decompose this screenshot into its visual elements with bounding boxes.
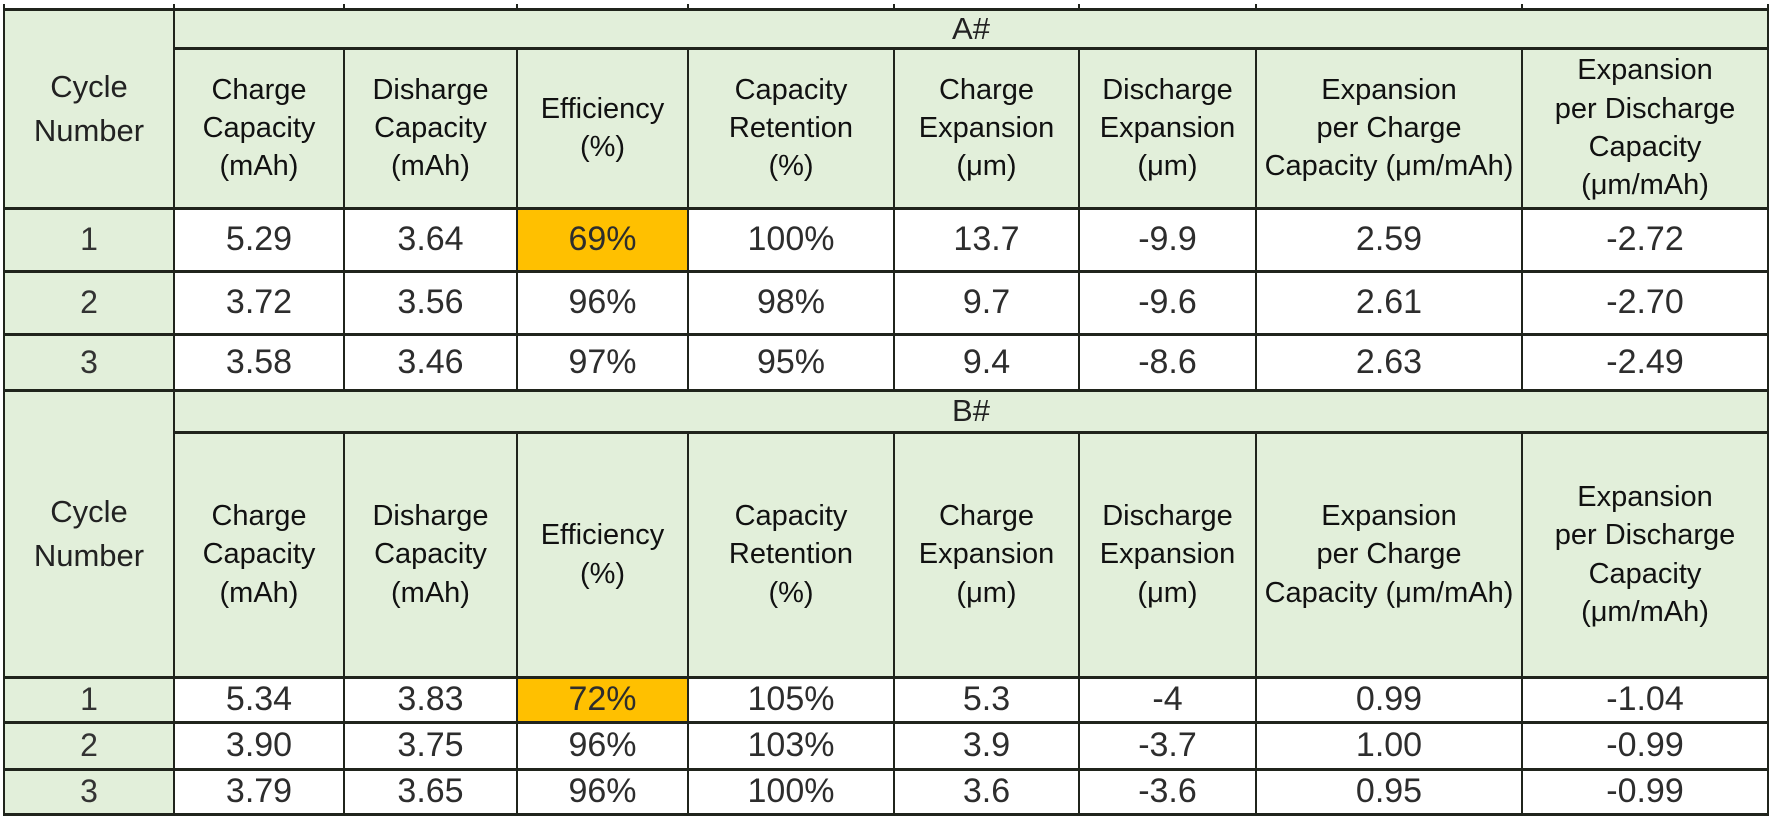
header-efficiency-a: Efficiency (%): [516, 46, 689, 210]
clipped-row-top: [3, 4, 1769, 9]
discharge-expansion-cell: -3.6: [1078, 767, 1257, 816]
expansion-per-discharge-cell: -2.72: [1521, 206, 1769, 273]
clipped-cell: [1521, 4, 1769, 9]
header-capacity-retention-a: Capacity Retention (%): [687, 46, 895, 210]
charge-expansion-cell: 9.7: [893, 269, 1080, 336]
efficiency-cell: 96%: [516, 720, 689, 771]
header-discharge-expansion-a: Discharge Expansion (μm): [1078, 46, 1257, 210]
spreadsheet-area: Cycle Number A# Charge Capacity (mAh) Di…: [3, 4, 1769, 816]
charge-capacity-cell: 5.34: [173, 675, 345, 724]
expansion-per-charge-cell: 2.59: [1255, 206, 1523, 273]
expansion-per-charge-cell: 0.99: [1255, 675, 1523, 724]
discharge-capacity-cell: 3.83: [343, 675, 518, 724]
cycle-number-cell: 3: [3, 332, 175, 392]
efficiency-cell-highlighted: 69%: [516, 206, 689, 273]
discharge-expansion-cell: -9.6: [1078, 269, 1257, 336]
capacity-retention-cell: 100%: [687, 206, 895, 273]
cycle-number-cell: 2: [3, 720, 175, 771]
charge-capacity-cell: 5.29: [173, 206, 345, 273]
table-row: 2 3.72 3.56 96% 98% 9.7 -9.6 2.61 -2.70: [3, 269, 1769, 336]
capacity-retention-cell: 98%: [687, 269, 895, 336]
section-b-title-row: Cycle Number B#: [3, 388, 1769, 678]
header-expansion-per-charge-a: Expansion per Charge Capacity (μm/mAh): [1255, 46, 1523, 210]
capacity-retention-cell: 100%: [687, 767, 895, 816]
section-a-header-row: Charge Capacity (mAh) Disharge Capacity …: [4, 46, 1769, 210]
cycle-number-cell: 2: [3, 269, 175, 336]
expansion-per-discharge-cell: -2.49: [1521, 332, 1769, 392]
cycle-number-header-a: Cycle Number: [3, 7, 175, 209]
table-row: 2 3.90 3.75 96% 103% 3.9 -3.7 1.00 -0.99: [3, 720, 1769, 771]
charge-capacity-cell: 3.58: [173, 332, 345, 392]
header-expansion-per-discharge-b: Expansion per Discharge Capacity (μm/mAh…: [1521, 430, 1769, 679]
capacity-retention-cell: 103%: [687, 720, 895, 771]
clipped-cell: [3, 4, 175, 9]
charge-capacity-cell: 3.90: [173, 720, 345, 771]
discharge-capacity-cell: 3.46: [343, 332, 518, 392]
discharge-capacity-cell: 3.64: [343, 206, 518, 273]
efficiency-cell: 96%: [516, 269, 689, 336]
section-a-title: A#: [173, 7, 1769, 49]
discharge-expansion-cell: -8.6: [1078, 332, 1257, 392]
table-row: 3 3.58 3.46 97% 95% 9.4 -8.6 2.63 -2.49: [3, 332, 1769, 392]
header-expansion-per-discharge-a: Expansion per Discharge Capacity (μm/mAh…: [1521, 46, 1769, 210]
efficiency-cell-highlighted: 72%: [516, 675, 689, 724]
cycle-number-cell: 3: [3, 767, 175, 816]
discharge-capacity-cell: 3.75: [343, 720, 518, 771]
discharge-capacity-cell: 3.56: [343, 269, 518, 336]
header-discharge-capacity-a: Disharge Capacity (mAh): [343, 46, 518, 210]
header-charge-expansion-b: Charge Expansion (μm): [893, 430, 1080, 679]
expansion-per-discharge-cell: -1.04: [1521, 675, 1769, 724]
charge-capacity-cell: 3.72: [173, 269, 345, 336]
clipped-cell: [1255, 4, 1523, 9]
charge-expansion-cell: 9.4: [893, 332, 1080, 392]
clipped-cell: [1078, 4, 1257, 9]
table-row: 3 3.79 3.65 96% 100% 3.6 -3.6 0.95 -0.99: [3, 767, 1769, 816]
efficiency-cell: 96%: [516, 767, 689, 816]
expansion-per-discharge-cell: -0.99: [1521, 720, 1769, 771]
section-b-header-row: Charge Capacity (mAh) Disharge Capacity …: [4, 430, 1769, 679]
battery-cycle-table: Cycle Number A# Charge Capacity (mAh) Di…: [3, 4, 1769, 816]
clipped-cell: [173, 4, 345, 9]
header-charge-capacity-b: Charge Capacity (mAh): [173, 430, 345, 679]
charge-capacity-cell: 3.79: [173, 767, 345, 816]
discharge-capacity-cell: 3.65: [343, 767, 518, 816]
charge-expansion-cell: 3.9: [893, 720, 1080, 771]
capacity-retention-cell: 105%: [687, 675, 895, 724]
table-row: 1 5.29 3.64 69% 100% 13.7 -9.9 2.59 -2.7…: [3, 206, 1769, 273]
header-discharge-expansion-b: Discharge Expansion (μm): [1078, 430, 1257, 679]
cycle-number-cell: 1: [3, 206, 175, 273]
header-capacity-retention-b: Capacity Retention (%): [687, 430, 895, 679]
table-row: 1 5.34 3.83 72% 105% 5.3 -4 0.99 -1.04: [3, 675, 1769, 724]
expansion-per-discharge-cell: -2.70: [1521, 269, 1769, 336]
expansion-per-charge-cell: 0.95: [1255, 767, 1523, 816]
expansion-per-charge-cell: 2.63: [1255, 332, 1523, 392]
cycle-number-cell: 1: [3, 675, 175, 724]
header-charge-capacity-a: Charge Capacity (mAh): [173, 46, 345, 210]
header-efficiency-b: Efficiency (%): [516, 430, 689, 679]
header-expansion-per-charge-b: Expansion per Charge Capacity (μm/mAh): [1255, 430, 1523, 679]
expansion-per-discharge-cell: -0.99: [1521, 767, 1769, 816]
header-discharge-capacity-b: Disharge Capacity (mAh): [343, 430, 518, 679]
expansion-per-charge-cell: 1.00: [1255, 720, 1523, 771]
clipped-cell: [343, 4, 518, 9]
charge-expansion-cell: 3.6: [893, 767, 1080, 816]
charge-expansion-cell: 5.3: [893, 675, 1080, 724]
section-b-title: B#: [173, 388, 1769, 433]
header-charge-expansion-a: Charge Expansion (μm): [893, 46, 1080, 210]
efficiency-cell: 97%: [516, 332, 689, 392]
clipped-cell: [893, 4, 1080, 9]
cycle-number-header-b: Cycle Number: [3, 388, 175, 678]
charge-expansion-cell: 13.7: [893, 206, 1080, 273]
discharge-expansion-cell: -4: [1078, 675, 1257, 724]
clipped-cell: [687, 4, 895, 9]
section-a-title-row: Cycle Number A#: [3, 7, 1769, 209]
expansion-per-charge-cell: 2.61: [1255, 269, 1523, 336]
discharge-expansion-cell: -9.9: [1078, 206, 1257, 273]
capacity-retention-cell: 95%: [687, 332, 895, 392]
clipped-cell: [516, 4, 689, 9]
discharge-expansion-cell: -3.7: [1078, 720, 1257, 771]
